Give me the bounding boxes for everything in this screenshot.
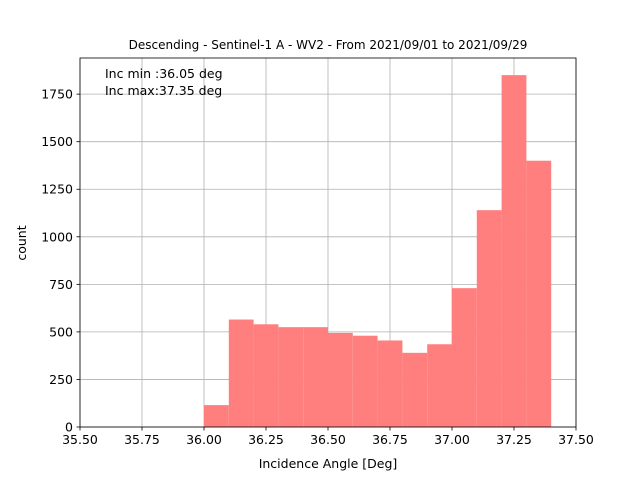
annotation-inc-min: Inc min :36.05 deg: [105, 66, 223, 81]
histogram-bar: [228, 319, 254, 427]
plot-frame: [79, 57, 577, 428]
x-tick-label: 37.00: [434, 432, 470, 447]
axes: 35.50 35.75 36.00 36.25 36.50 36.75 37.00 37.25…: [41, 57, 594, 447]
x-tick-label: 36.75: [372, 432, 408, 447]
histogram-bar: [303, 327, 328, 427]
x-tick-label: 36.50: [310, 432, 346, 447]
histogram-bar: [526, 160, 552, 427]
x-tick-label: 36.25: [248, 432, 284, 447]
y-tick-label: 1500: [41, 134, 73, 149]
annotation-inc-max: Inc max:37.35 deg: [105, 83, 222, 98]
y-tick-label: 250: [49, 372, 73, 387]
histogram-bar: [402, 352, 428, 427]
x-axis-label: Incidence Angle [Deg]: [259, 456, 398, 471]
histogram-bar: [501, 75, 527, 427]
y-tick-label: 1250: [41, 182, 73, 197]
chart-title: Descending - Sentinel-1 A - WV2 - From 2…: [129, 38, 528, 52]
y-tick-label: 0: [65, 420, 73, 435]
x-tick-label: 36.00: [186, 432, 222, 447]
x-tick-label: 37.50: [558, 432, 594, 447]
histogram-bar: [452, 288, 477, 427]
histogram-bar: [328, 332, 353, 427]
x-tick-label: 35.75: [124, 432, 160, 447]
histogram-bar: [427, 344, 452, 427]
histogram-bar: [377, 340, 403, 427]
histogram-bar: [278, 327, 304, 427]
histogram-bar: [476, 210, 502, 427]
y-tick-label: 500: [49, 324, 73, 339]
histogram-bar: [253, 324, 279, 427]
y-tick-label: 1750: [41, 87, 73, 102]
y-tick-label: 1000: [41, 229, 73, 244]
y-tick-label: 750: [49, 277, 73, 292]
histogram-bars: [204, 75, 552, 427]
y-axis-label: count: [14, 225, 29, 260]
histogram-bar: [204, 405, 229, 427]
x-tick-label: 35.50: [62, 432, 98, 447]
histogram-bar: [352, 335, 378, 427]
x-tick-label: 37.25: [496, 432, 532, 447]
